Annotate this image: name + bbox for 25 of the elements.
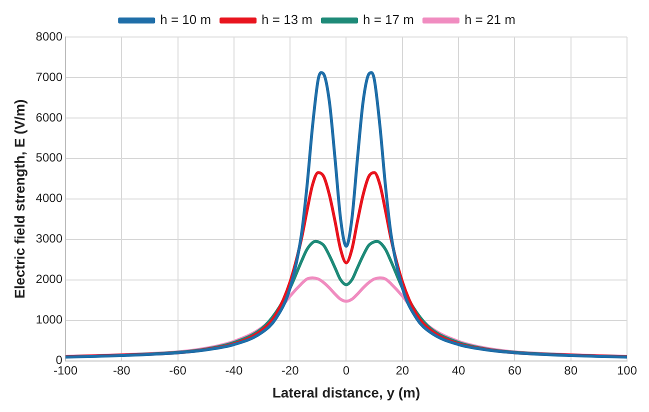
legend-label: h = 21 m — [464, 12, 516, 28]
x-tick-label: 60 — [508, 363, 522, 378]
line-series — [65, 71, 627, 359]
y-tick-label: 1000 — [36, 312, 63, 327]
legend-label: h = 10 m — [160, 12, 212, 28]
y-tick-label: 7000 — [36, 70, 63, 84]
y-tick-label: 3000 — [36, 232, 63, 246]
y-axis-title: Electric field strength, E (V/m) — [11, 99, 28, 298]
y-tick-label: 6000 — [36, 110, 63, 124]
legend-label: h = 17 m — [363, 12, 414, 28]
y-tick-label: 2000 — [36, 272, 63, 286]
x-tick-label: -20 — [281, 363, 300, 378]
x-tick-label: 100 — [616, 363, 638, 378]
y-tick-label: 4000 — [36, 191, 63, 206]
y-tick-label: 8000 — [36, 29, 63, 44]
legend-label: h = 13 m — [262, 12, 313, 28]
x-tick-label: -60 — [169, 363, 187, 378]
y-tick-label: 5000 — [36, 150, 63, 165]
x-tick-label: 20 — [396, 363, 410, 378]
x-tick-label: 80 — [564, 363, 578, 378]
x-axis-title: Lateral distance, y (m) — [272, 384, 420, 400]
x-tick-label: -40 — [225, 363, 243, 378]
x-tick-label: 40 — [452, 363, 466, 378]
x-tick-label: -80 — [112, 363, 131, 378]
x-tick-label: 0 — [342, 363, 350, 378]
